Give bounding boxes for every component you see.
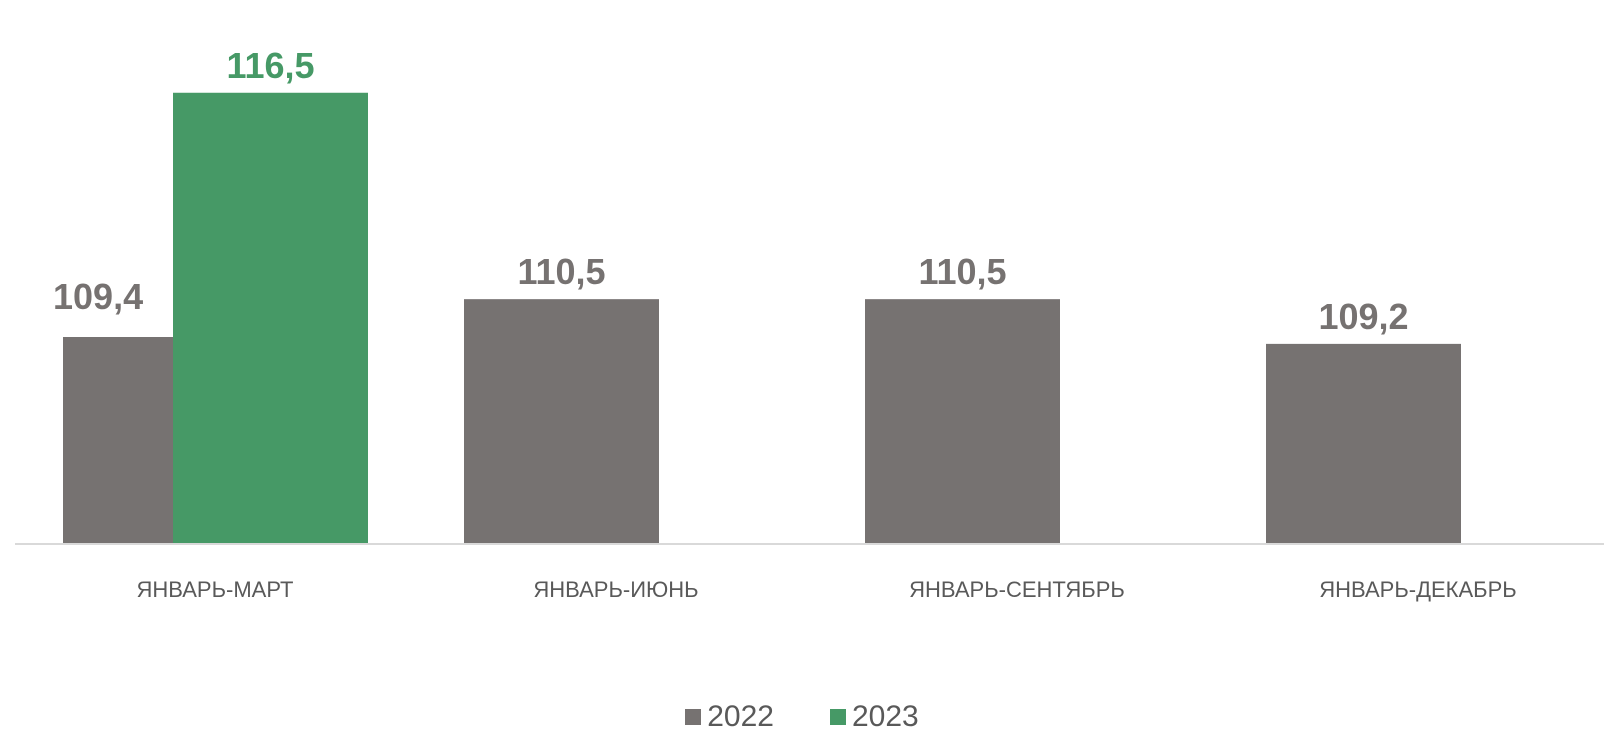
bar-2022-2 [464,299,659,543]
legend-swatch-2022 [685,709,702,725]
legend-label-2023: 2023 [852,700,919,733]
legend: 2022 2023 [0,700,1604,734]
data-label-2022-3: 110,5 [918,251,1006,292]
category-label-1: ЯНВАРЬ-МАРТ [137,577,294,602]
legend-label-2022: 2022 [707,700,774,733]
category-label-4: ЯНВАРЬ-ДЕКАБРЬ [1319,577,1516,602]
category-labels-group: ЯНВАРЬ-МАРТ ЯНВАРЬ-ИЮНЬ ЯНВАРЬ-СЕНТЯБРЬ ЯНВ… [137,577,1517,602]
data-label-2022-4: 109,2 [1318,296,1408,337]
data-label-2022-2: 110,5 [517,251,605,292]
data-label-2022-1: 109,4 [53,276,143,317]
legend-item-2023: 2023 [830,700,919,734]
bars-group [63,92,1461,543]
legend-item-2022: 2022 [685,700,774,734]
bar-2022-1 [63,337,173,543]
bar-2022-3 [865,299,1060,543]
data-labels-group: 109,4 116,5 110,5 110,5 109,2 [53,45,1409,337]
legend-swatch-2023 [830,709,846,725]
bar-2022-4 [1266,343,1461,543]
bar-2023-1 [173,92,368,543]
category-label-2: ЯНВАРЬ-ИЮНЬ [533,577,698,602]
data-label-2023-1: 116,5 [226,45,314,86]
category-label-3: ЯНВАРЬ-СЕНТЯБРЬ [909,577,1125,602]
